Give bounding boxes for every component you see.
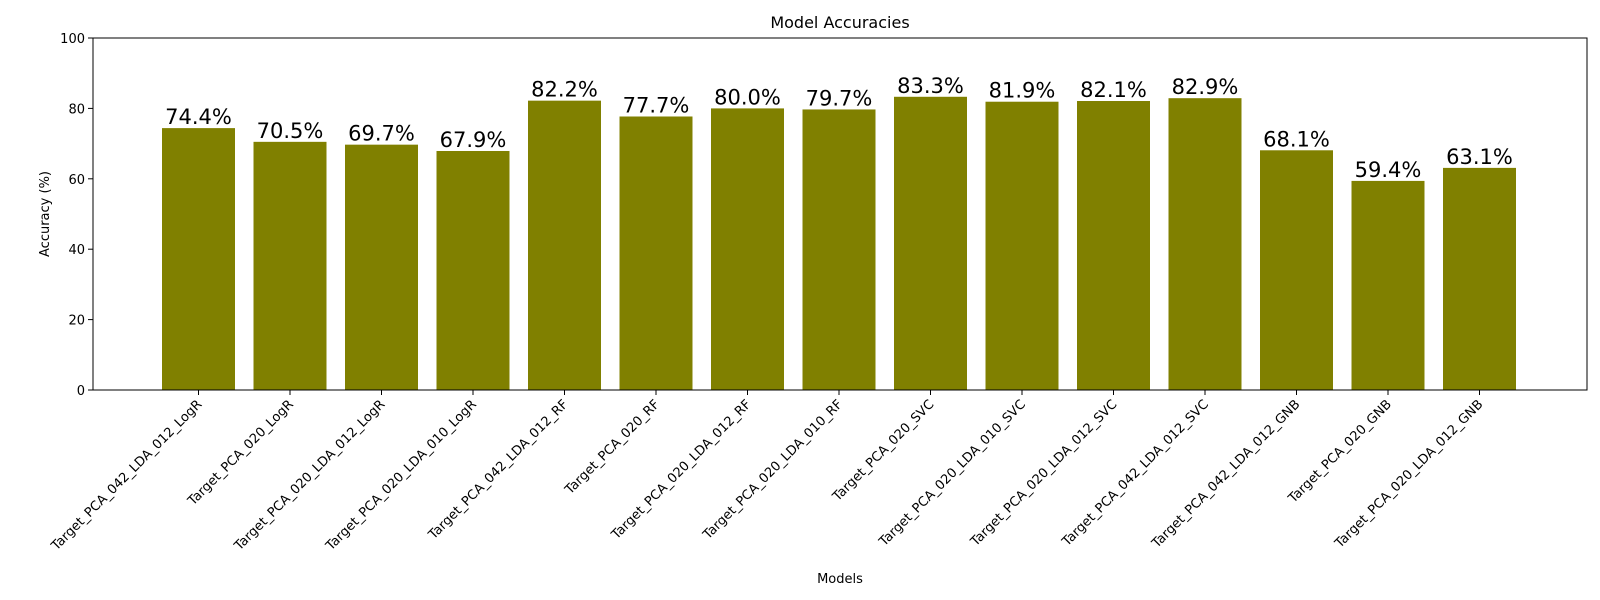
bar (711, 108, 784, 391)
bar-value-label: 77.7% (623, 93, 690, 117)
x-tick-label: Target_PCA_042_LDA_012_SVC (1059, 397, 1212, 550)
bar-value-label: 83.3% (897, 74, 964, 98)
bar-value-label: 63.1% (1446, 145, 1513, 169)
bar (802, 109, 876, 391)
bar-value-label: 80.0% (714, 85, 781, 109)
bar-value-label: 79.7% (806, 86, 873, 110)
y-tick-label: 60 (68, 173, 85, 188)
bar-value-label: 67.9% (440, 128, 507, 152)
x-tick-label: Target_PCA_020_LogR (185, 397, 297, 509)
bar-value-label: 59.4% (1355, 158, 1422, 182)
bar-value-label: 82.2% (531, 78, 598, 102)
bar (1168, 98, 1242, 390)
x-axis: Target_PCA_042_LDA_012_LogRTarget_PCA_02… (48, 390, 1486, 554)
y-tick-label: 80 (68, 102, 85, 117)
bar (985, 101, 1059, 390)
x-tick-label: Target_PCA_020_RF (562, 397, 663, 498)
bar-value-label: 70.5% (257, 119, 324, 143)
bar-value-label: 82.9% (1172, 75, 1239, 99)
x-tick-label: Target_PCA_020_SVC (829, 397, 937, 505)
x-tick-label: Target_PCA_020_LDA_012_GNB (1332, 397, 1487, 552)
x-tick-label: Target_PCA_042_LDA_012_LogR (48, 397, 205, 554)
bar (1351, 180, 1425, 390)
bar (345, 144, 418, 390)
bar (528, 100, 601, 390)
bar-value-label: 74.4% (165, 105, 232, 129)
y-axis: 0 20 40 60 80 100 (60, 32, 93, 399)
x-tick-label: Target_PCA_020_LDA_012_LogR (231, 397, 388, 554)
bar (894, 96, 967, 390)
bar (1443, 167, 1516, 390)
bar (1077, 101, 1150, 391)
x-tick-label: Target_PCA_020_GNB (1285, 397, 1395, 507)
x-tick-label: Target_PCA_042_LDA_012_GNB (1149, 397, 1304, 552)
bar-value-label: 68.1% (1263, 127, 1330, 151)
bar (253, 141, 327, 390)
bar (1260, 150, 1333, 390)
chart-title: Model Accuracies (770, 13, 909, 32)
bar (619, 116, 693, 390)
bar-value-label: 81.9% (989, 79, 1056, 103)
plot-area-frame (92, 37, 1588, 391)
y-tick-label: 20 (68, 314, 85, 329)
y-axis-label: Accuracy (%) (38, 171, 53, 257)
x-axis-label: Models (817, 572, 863, 587)
x-tick-label: Target_PCA_020_LDA_012_SVC (967, 397, 1120, 550)
bar-value-label: 82.1% (1080, 78, 1147, 102)
x-tick-label: Target_PCA_020_LDA_010_LogR (323, 397, 480, 554)
y-tick-label: 40 (68, 243, 85, 258)
bars-layer: 74.4% 70.5% 69.7% 67.9% 82.2% 77.7% 80.0% 79.7%… (162, 74, 1516, 391)
bar-value-label: 69.7% (348, 122, 415, 146)
y-tick-label: 100 (60, 32, 85, 47)
y-tick-label: 0 (77, 384, 85, 399)
x-tick-label: Target_PCA_020_LDA_010_SVC (876, 397, 1029, 550)
bar (162, 128, 235, 390)
bar (436, 150, 510, 390)
